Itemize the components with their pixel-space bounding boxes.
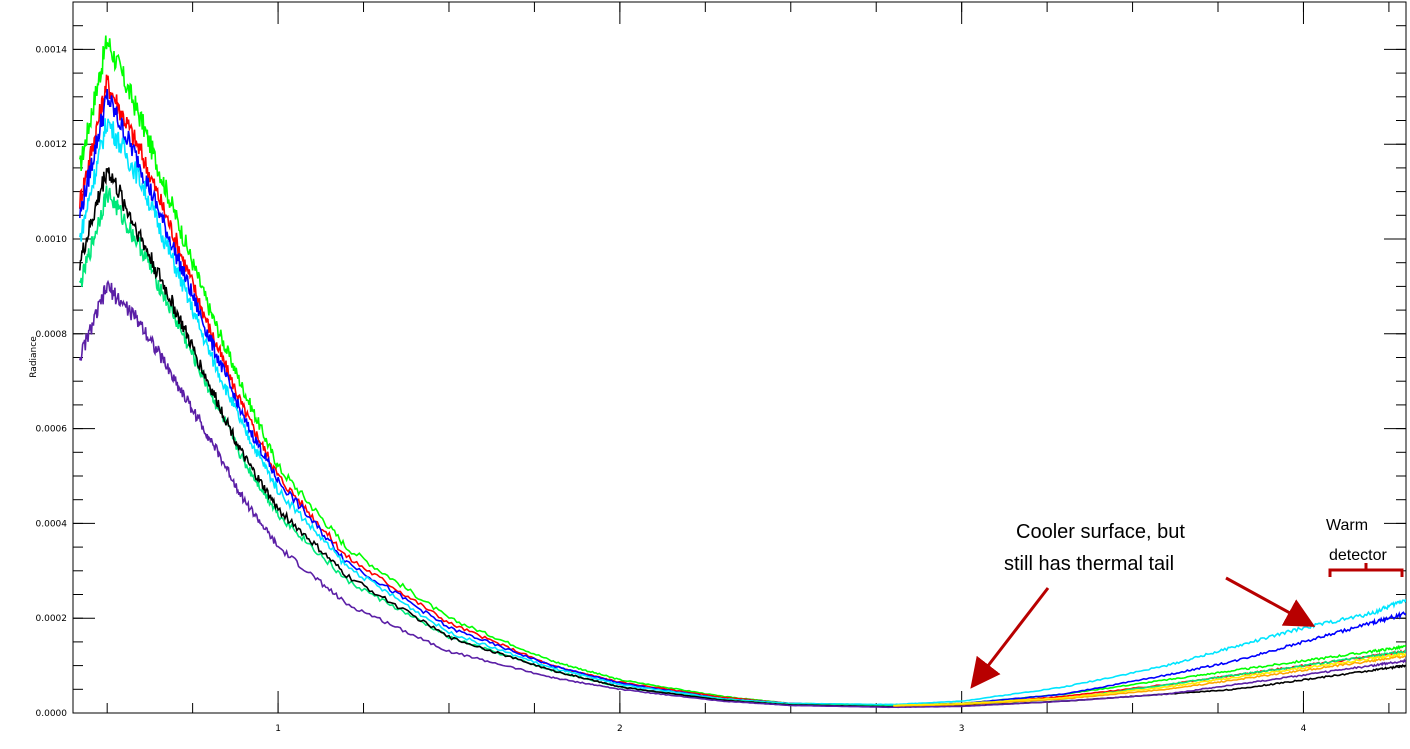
y-tick-label: 0.0014 [36, 45, 68, 55]
y-tick-label: 0.0004 [36, 519, 68, 529]
series-line [893, 652, 1406, 707]
warm-detector-bracket [1328, 563, 1404, 577]
series-line [79, 185, 1406, 707]
series-line [79, 279, 1406, 709]
y-tick-label: 0.0002 [36, 614, 68, 624]
plot-frame [72, 1, 1407, 714]
y-axis: 0.0000 0.0002 0.0004 0.0006 0.0008 0.0010 0.00… [36, 1, 1406, 719]
x-tick-label: 4 [1301, 724, 1307, 734]
annotation-arrow-right [1225, 576, 1316, 627]
annotation-cooler-line-2: still has thermal tail [1004, 553, 1174, 575]
series-line [79, 88, 1406, 707]
y-tick-label: 0.0008 [36, 330, 68, 340]
x-tick-label: 1 [275, 724, 281, 734]
series-line [79, 167, 1406, 708]
series-lines [79, 35, 1406, 709]
annotation-warm-line-1: Warm [1326, 517, 1368, 534]
series-line [79, 118, 1406, 706]
x-tick-label: 3 [959, 724, 965, 734]
series-line [79, 74, 1406, 707]
series-line [79, 35, 1406, 706]
y-tick-label: 0.0010 [36, 235, 68, 245]
annotation-arrow-left [970, 587, 1050, 689]
y-axis-label: Radiance [29, 336, 39, 378]
annotation-warm-line-2: detector [1329, 547, 1387, 564]
y-tick-label: 0.0000 [36, 709, 68, 719]
y-tick-label: 0.0006 [36, 425, 68, 435]
x-tick-label: 2 [617, 724, 623, 734]
y-tick-label: 0.0012 [36, 140, 68, 150]
annotation-cooler-line-1: Cooler surface, but [1016, 521, 1185, 543]
x-axis: 1 2 3 4 [106, 2, 1390, 734]
